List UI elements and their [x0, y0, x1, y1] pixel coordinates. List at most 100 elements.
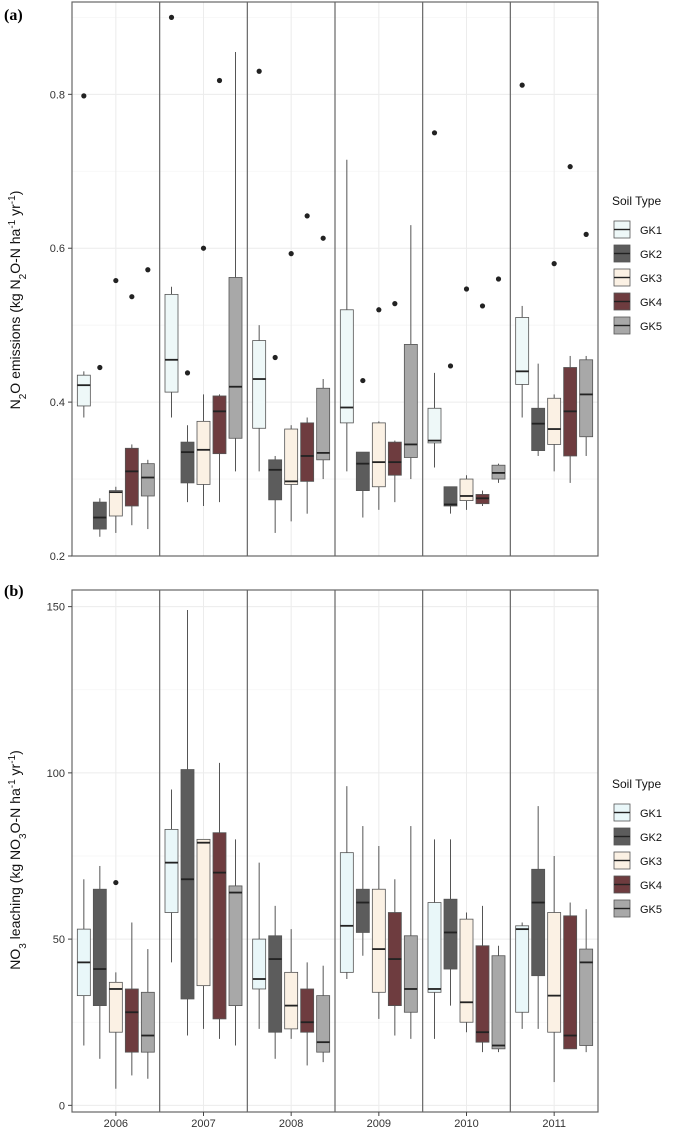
- box-iqr: [475, 945, 490, 1043]
- box-2011-gk1: [515, 82, 530, 418]
- outlier-point: [479, 303, 486, 309]
- y-axis-label-part: O emissions (kg N: [7, 279, 23, 393]
- x-tick-label: 2010: [454, 1118, 478, 1129]
- box-iqr: [180, 441, 195, 484]
- box-iqr: [316, 387, 331, 461]
- outlier-point: [463, 286, 470, 292]
- x-tick-label: 2009: [367, 1118, 391, 1129]
- y-tick-label: 100: [47, 768, 65, 780]
- y-tick-label: 0.2: [50, 551, 65, 563]
- panel-b: 0 50 100 150 2006 2007 2008 2009 2010 2011 (b) NO3 …: [4, 583, 662, 1129]
- x-tick-label: 2008: [279, 1118, 303, 1129]
- box-iqr: [300, 988, 315, 1033]
- box-2008-gk1: [252, 862, 267, 1029]
- y-axis-label-part: 2: [18, 273, 29, 279]
- outlier-point: [431, 130, 438, 136]
- y-axis-label-part: 3: [18, 943, 29, 949]
- box-iqr: [92, 501, 107, 530]
- panel-letter: (a): [4, 7, 23, 24]
- box-2011-gk5: [579, 231, 594, 456]
- box-2006-gk4: [124, 294, 139, 526]
- outlier-point: [113, 879, 119, 886]
- legend-label-gk5: GK5: [640, 321, 662, 333]
- box-iqr: [108, 981, 123, 1033]
- box-2008-gk1: [252, 68, 267, 472]
- panel-frame: [71, 589, 599, 1113]
- y-tick-label: 0.4: [50, 397, 65, 409]
- box-iqr: [531, 868, 546, 977]
- box-2007-gk5: [228, 52, 243, 472]
- box-iqr: [443, 486, 458, 507]
- legend-label-gk2: GK2: [640, 832, 662, 844]
- outlier-point: [129, 294, 135, 300]
- outlier-point: [81, 93, 87, 99]
- box-2008-gk2: [268, 905, 283, 1059]
- box-iqr: [387, 441, 402, 476]
- x-tick-label: 2006: [104, 1118, 128, 1129]
- outlier-point: [256, 68, 262, 74]
- legend-label-gk5: GK5: [640, 904, 662, 916]
- box-2009-gk2: [355, 826, 370, 956]
- box-2007-gk3: [196, 245, 211, 506]
- box-2007-gk2: [180, 609, 195, 1036]
- y-axis-label-part: N: [7, 399, 23, 409]
- x-tick-label: 2011: [542, 1118, 566, 1129]
- legend-label-gk3: GK3: [640, 856, 662, 868]
- box-2006-gk1: [76, 93, 91, 418]
- box-2006-gk3: [108, 879, 123, 1089]
- box-iqr: [355, 451, 370, 491]
- outlier-point: [304, 213, 310, 219]
- panel-letter: (b): [4, 583, 24, 600]
- box-2010-gk2: [443, 363, 458, 514]
- box-2011-gk2: [531, 363, 546, 456]
- box-iqr: [491, 955, 506, 1050]
- legend-label-gk4: GK4: [640, 880, 662, 892]
- panel-a: 0.20.40.60.8(a)N2O emissions (kg N2O-N h…: [4, 1, 662, 563]
- box-2011-gk1: [515, 922, 530, 1029]
- y-axis-label-part: -1: [7, 754, 18, 763]
- outlier-point: [200, 245, 207, 251]
- box-iqr: [164, 293, 179, 393]
- box-2010-gk1: [427, 839, 442, 1039]
- box-2008-gk4: [300, 962, 315, 1066]
- box-2006-gk5: [140, 267, 155, 530]
- outlier-point: [551, 261, 557, 267]
- box-2010-gk3: [459, 286, 474, 510]
- box-iqr: [515, 925, 530, 1013]
- y-axis-label-part: yr: [7, 204, 23, 220]
- outlier-point: [360, 377, 366, 384]
- legend-title: Soil Type: [612, 194, 661, 208]
- y-axis-label-part: 2: [18, 393, 29, 399]
- box-iqr: [403, 344, 418, 458]
- outlier-point: [320, 235, 326, 241]
- box-2010-gk5: [491, 945, 506, 1053]
- box-iqr: [547, 397, 562, 445]
- outlier-point: [216, 77, 223, 84]
- box-2008-gk3: [284, 929, 299, 1039]
- box-iqr: [339, 852, 354, 973]
- outlier-point: [583, 231, 589, 237]
- box-2011-gk2: [531, 806, 546, 1029]
- box-2010-gk4: [475, 303, 490, 506]
- box-2007-gk5: [228, 839, 243, 1046]
- box-2009-gk1: [339, 786, 354, 980]
- outlier-point: [184, 370, 191, 376]
- box-iqr: [300, 422, 315, 482]
- box-iqr: [284, 428, 299, 485]
- box-iqr: [196, 420, 211, 485]
- box-iqr: [284, 971, 299, 1030]
- box-2008-gk5: [316, 965, 331, 1063]
- outlier-point: [113, 277, 119, 284]
- box-2007-gk1: [164, 789, 179, 963]
- outlier-point: [97, 364, 103, 371]
- box-2010-gk3: [459, 912, 474, 1033]
- box-2007-gk4: [212, 762, 227, 1039]
- box-iqr: [459, 478, 474, 501]
- y-axis-label-part: ): [7, 750, 23, 755]
- legend-label-gk4: GK4: [640, 297, 662, 309]
- box-2006-gk1: [76, 879, 91, 1046]
- x-tick-label: 2007: [191, 1118, 215, 1129]
- box-iqr: [403, 935, 418, 1013]
- box-2008-gk4: [300, 213, 315, 514]
